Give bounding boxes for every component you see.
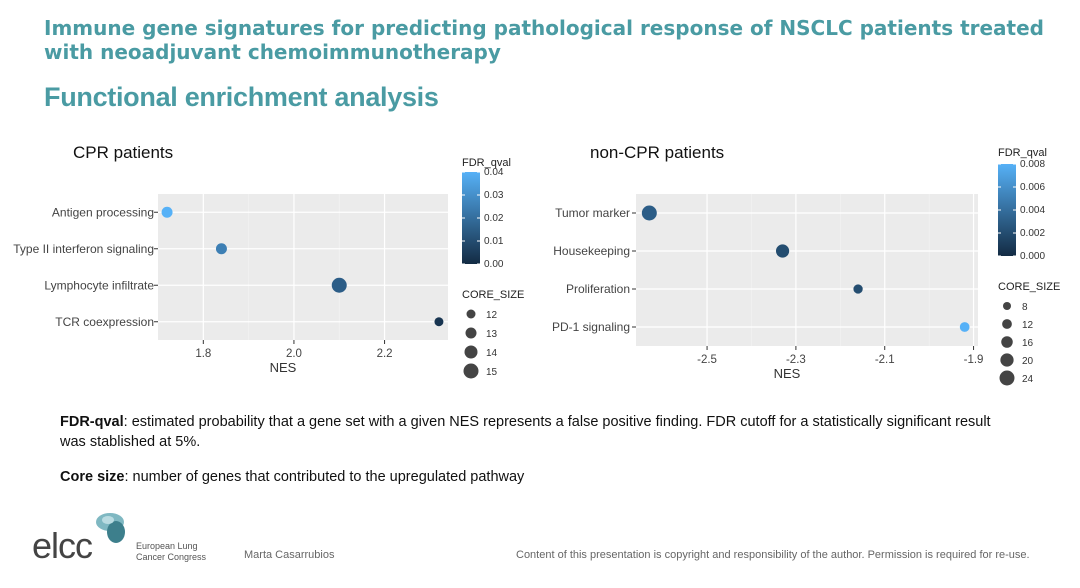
fdr-note: FDR-qval: estimated probability that a g… — [60, 412, 1020, 452]
plot-panel — [636, 194, 978, 346]
slide-title: Immune gene signatures for predicting pa… — [44, 16, 1044, 64]
size-legend-dot — [465, 327, 477, 339]
size-legend-label: 24 — [1022, 374, 1034, 385]
core-term: Core size — [60, 469, 125, 485]
data-point — [959, 322, 970, 332]
color-legend-label: 0.04 — [484, 167, 504, 178]
x-tick-label: 2.2 — [377, 348, 393, 360]
size-legend-label: 13 — [486, 329, 498, 340]
author-name: Marta Casarrubios — [244, 549, 335, 561]
category-label: Proliferation — [566, 282, 630, 296]
data-point — [331, 277, 347, 293]
non-cpr-chart: non-CPR patients -2.5 -2.3 -2.1 -1.9 Tumor ma… — [552, 143, 1060, 386]
x-axis-title: NES — [774, 366, 801, 381]
size-legend-dot — [1002, 319, 1012, 329]
slide-subtitle: Functional enrichment analysis — [44, 82, 439, 112]
fdr-text: : estimated probability that a gene set … — [60, 414, 991, 450]
charts-area: CPR patients 1.8 2.0 2.2 Antigen processing T… — [13, 143, 1060, 386]
color-legend-label: 0.006 — [1020, 182, 1045, 193]
data-point — [641, 205, 657, 221]
color-legend-label: 0.002 — [1020, 228, 1045, 239]
color-legend-label: 0.01 — [484, 236, 504, 247]
color-legend-label: 0.008 — [1020, 159, 1045, 170]
color-legend-label: 0.00 — [484, 259, 504, 270]
elcc-logo-subtitle: European Lung Cancer Congress — [136, 541, 206, 563]
color-legend-bar — [998, 164, 1016, 256]
category-label: PD-1 signaling — [552, 320, 630, 334]
size-legend-dot — [463, 363, 479, 379]
data-point — [161, 206, 173, 218]
fdr-term: FDR-qval — [60, 414, 124, 430]
elcc-sub-line-1: European Lung — [136, 541, 198, 551]
chart-title: CPR patients — [73, 143, 173, 162]
size-legend-title: CORE_SIZE — [998, 281, 1060, 293]
size-legend-dot — [1000, 353, 1014, 367]
chart-title: non-CPR patients — [590, 143, 724, 162]
data-point — [215, 243, 227, 255]
x-tick-label: 1.8 — [195, 348, 211, 360]
cpr-chart: CPR patients 1.8 2.0 2.2 Antigen processing T… — [13, 143, 524, 379]
core-note: Core size: number of genes that contribu… — [60, 467, 1020, 487]
core-text: : number of genes that contributed to th… — [124, 469, 525, 485]
category-label: Lymphocyte infiltrate — [44, 278, 154, 292]
size-legend-label: 16 — [1022, 338, 1034, 349]
category-label: Tumor marker — [555, 206, 630, 220]
color-legend-label: 0.03 — [484, 190, 504, 201]
data-point — [434, 317, 444, 327]
data-point — [853, 284, 863, 294]
x-tick-label: 2.0 — [286, 348, 302, 360]
size-legend-label: 8 — [1022, 302, 1028, 313]
category-label: Antigen processing — [52, 205, 154, 219]
elcc-logo-icon — [96, 513, 125, 543]
size-legend-label: 15 — [486, 367, 498, 378]
x-tick-label: -2.3 — [786, 354, 806, 366]
notes-section: FDR-qval: estimated probability that a g… — [60, 412, 1020, 502]
elcc-sub-line-2: Cancer Congress — [136, 552, 207, 562]
category-label: TCR coexpression — [55, 315, 154, 329]
category-label: Housekeeping — [553, 244, 630, 258]
color-legend-label: 0.02 — [484, 213, 504, 224]
color-legend-label: 0.004 — [1020, 205, 1045, 216]
color-legend-label: 0.000 — [1020, 251, 1045, 262]
color-legend-bar — [462, 172, 480, 264]
size-legend-label: 14 — [486, 348, 498, 359]
size-legend-label: 20 — [1022, 356, 1034, 367]
x-tick-label: -1.9 — [964, 354, 984, 366]
size-legend-title: CORE_SIZE — [462, 289, 524, 301]
x-axis-title: NES — [270, 360, 297, 375]
size-legend-label: 12 — [1022, 320, 1034, 331]
size-legend-dot — [464, 345, 478, 359]
data-point — [775, 244, 790, 258]
color-legend-title: FDR_qval — [998, 147, 1047, 159]
size-legend-label: 12 — [486, 310, 498, 321]
size-legend-dot — [999, 370, 1015, 386]
color-legend-title: FDR_qval — [462, 157, 511, 169]
size-legend-dot — [1001, 336, 1013, 348]
x-tick-label: -2.5 — [697, 354, 717, 366]
size-legend-dot — [466, 309, 476, 319]
plot-panel — [158, 194, 448, 340]
category-label: Type II interferon signaling — [13, 242, 154, 256]
elcc-logo-text: elcc — [32, 525, 93, 566]
copyright-notice: Content of this presentation is copyrigh… — [516, 549, 1030, 561]
x-tick-label: -2.1 — [875, 354, 895, 366]
size-legend-dot — [1003, 302, 1011, 310]
